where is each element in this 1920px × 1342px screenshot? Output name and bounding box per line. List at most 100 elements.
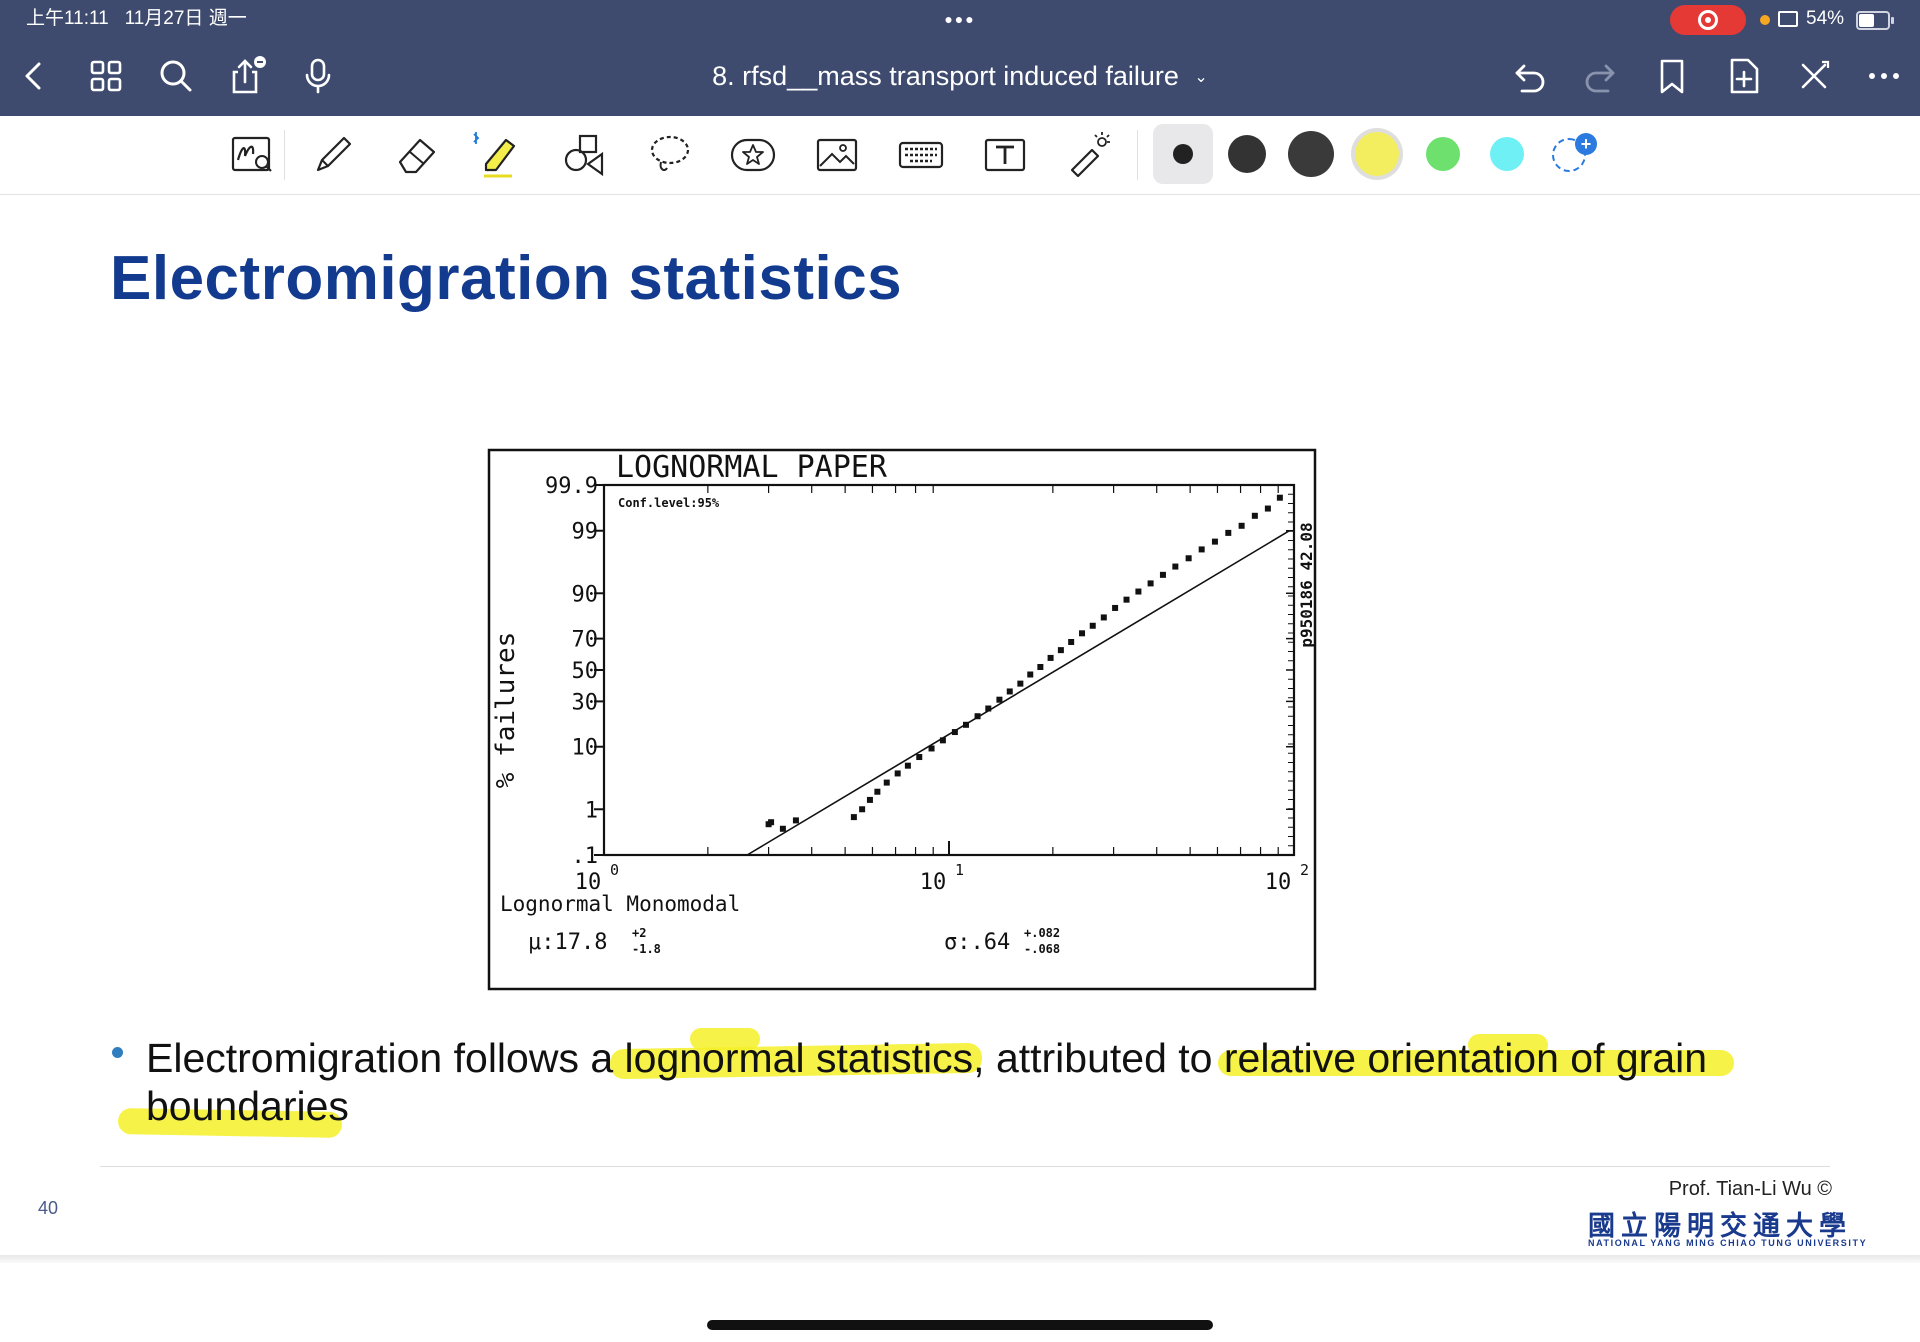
data-point: [859, 806, 866, 813]
highlight-stroke: [690, 1028, 760, 1050]
page-number: 40: [38, 1198, 59, 1218]
add-page-icon[interactable]: [1724, 56, 1764, 96]
x-tick-label: 10: [920, 870, 947, 895]
data-point: [1006, 688, 1013, 695]
text-box-icon[interactable]: [978, 130, 1032, 180]
color-cyan-swatch[interactable]: [1490, 137, 1524, 171]
fit-line: [746, 530, 1290, 856]
more-options-icon[interactable]: [1864, 56, 1904, 96]
legend-mu: μ:17.8: [528, 930, 607, 955]
data-point: [1027, 671, 1034, 678]
y-tick-label: 99: [572, 520, 599, 545]
share-icon[interactable]: [226, 56, 266, 96]
data-point: [1112, 604, 1119, 611]
side-label: p950186 42.08: [1297, 522, 1316, 647]
x-tick-label: 10: [575, 870, 602, 895]
home-indicator[interactable]: [707, 1320, 1213, 1330]
data-point: [1225, 529, 1232, 536]
y-tick-label: 70: [572, 628, 599, 653]
eraser-icon[interactable]: [390, 130, 444, 180]
bullet-text: Electromigration follows a lognormal sta…: [146, 1034, 1766, 1130]
color-green-swatch[interactable]: [1426, 137, 1460, 171]
data-point: [996, 696, 1003, 703]
redo-icon[interactable]: [1580, 56, 1620, 96]
add-color-plus-icon[interactable]: +: [1575, 133, 1597, 155]
search-icon[interactable]: [156, 56, 196, 96]
chart-frame: [487, 448, 1317, 991]
data-point: [1276, 494, 1283, 501]
lognormal-chart: LOGNORMAL PAPER Conf.level:95% % failures p…: [486, 447, 1318, 992]
y-tick-label: 50: [572, 659, 599, 684]
legend-mu-up: +2: [632, 926, 646, 940]
page-bottom-edge: [0, 1255, 1920, 1263]
stroke-size-medium-swatch[interactable]: [1228, 135, 1266, 173]
data-point: [779, 825, 786, 832]
y-axis-label: % failures: [491, 632, 521, 789]
color-yellow-swatch[interactable]: [1355, 132, 1399, 176]
battery-percent: 54%: [1806, 8, 1845, 29]
y-tick-label: 90: [572, 582, 599, 607]
lasso-icon[interactable]: [643, 130, 697, 180]
bullet-part-highlight: boundaries: [146, 1083, 349, 1129]
shapes-icon[interactable]: [558, 130, 612, 180]
data-point: [1100, 614, 1107, 621]
microphone-icon[interactable]: [298, 56, 338, 96]
data-point: [1123, 596, 1130, 603]
y-tick-label: 30: [572, 690, 599, 715]
chart-annotation: Conf.level:95%: [618, 496, 720, 510]
multitask-dots-icon[interactable]: ●●●: [944, 11, 976, 27]
plot-area: [602, 483, 1296, 857]
battery-icon: [1856, 11, 1894, 30]
data-point: [1079, 630, 1086, 637]
status-date: 11月27日 週一: [124, 8, 247, 29]
data-point: [951, 729, 958, 736]
data-point: [928, 745, 935, 752]
bookmark-icon[interactable]: [1652, 56, 1692, 96]
back-icon[interactable]: [14, 56, 54, 96]
highlight-stroke: [1468, 1034, 1548, 1056]
university-logo-zh: 國立陽明交通大學: [1588, 1211, 1852, 1241]
data-point: [974, 713, 981, 720]
pen-tool-icon[interactable]: [306, 130, 360, 180]
chevron-down-icon: ⌄: [1194, 68, 1208, 86]
legend-sigma-down: -.068: [1024, 942, 1060, 956]
data-point: [768, 819, 775, 826]
sticker-icon[interactable]: [726, 130, 780, 180]
undo-icon[interactable]: [1510, 56, 1550, 96]
data-point: [1251, 512, 1258, 519]
keyboard-icon[interactable]: [894, 130, 948, 180]
x-tick-label: 10: [1265, 870, 1292, 895]
image-icon[interactable]: [810, 130, 864, 180]
stroke-size-large-swatch[interactable]: [1288, 131, 1334, 177]
laser-pointer-icon[interactable]: [1062, 130, 1116, 180]
data-point: [792, 817, 799, 824]
add-color-icon[interactable]: [1552, 138, 1586, 172]
top-bar: 上午11:11 11月27日 週一 ●●● 54% 8. rfsd__mass …: [0, 0, 1920, 116]
university-logo-en: NATIONAL YANG MING CHIAO TUNG UNIVERSITY: [1588, 1238, 1868, 1248]
data-point: [850, 814, 857, 821]
highlighter-icon[interactable]: [472, 130, 526, 180]
tools-toolbar: [0, 116, 1920, 195]
data-point: [1047, 654, 1054, 661]
x-tick-exponent: 1: [955, 861, 964, 879]
note-page[interactable]: [0, 195, 1920, 1255]
y-tick-label: 10: [572, 736, 599, 761]
document-title[interactable]: 8. rfsd__mass transport induced failure …: [600, 56, 1320, 96]
grid-view-icon[interactable]: [86, 56, 126, 96]
footer-divider: [100, 1166, 1830, 1167]
pen-cross-icon[interactable]: [1794, 56, 1834, 96]
legend-mu-down: -1.8: [632, 942, 661, 956]
chart-title: LOGNORMAL PAPER: [616, 450, 888, 485]
bullet-part-highlight: relative orientation of grain: [1223, 1035, 1708, 1081]
data-point: [1198, 546, 1205, 553]
bullet-part-highlight: lognormal statistics: [624, 1035, 974, 1081]
mic-indicator-icon: [1760, 15, 1770, 25]
data-point: [1172, 563, 1179, 570]
x-tick-exponent: 0: [610, 861, 619, 879]
screen-recording-icon[interactable]: [1670, 5, 1746, 35]
data-point: [866, 796, 873, 803]
stroke-size-small-swatch[interactable]: [1173, 144, 1193, 164]
zoom-handwriting-icon[interactable]: [226, 130, 280, 180]
y-tick-label: .1: [572, 844, 599, 869]
screen-mirror-icon: [1778, 11, 1798, 27]
